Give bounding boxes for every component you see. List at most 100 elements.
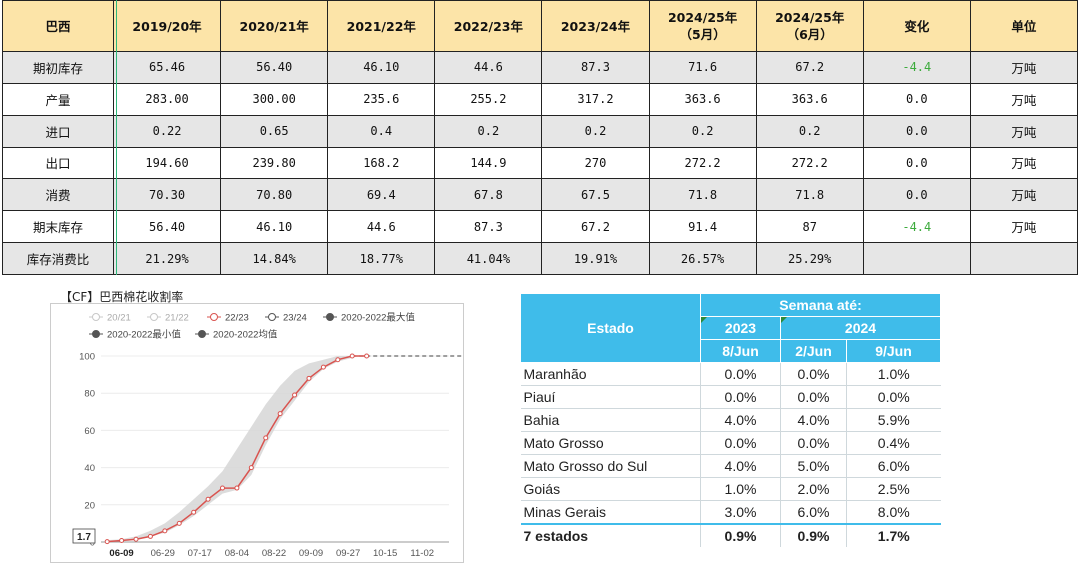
- legend-label: 23/24: [283, 313, 307, 324]
- balance-cell: 0.2: [648, 114, 757, 148]
- balance-cell: 19.91%: [541, 242, 650, 275]
- balance-cell: 270: [541, 146, 650, 180]
- balance-cell: 万吨: [969, 82, 1079, 116]
- x-tick-label: 09-09: [299, 548, 323, 559]
- balance-cell: 0.0: [862, 146, 971, 180]
- balance-cell: 168.2: [327, 146, 436, 180]
- series-point: [191, 509, 197, 515]
- date-header: 9/Jun: [846, 339, 941, 363]
- balance-cell: 0.65: [220, 114, 329, 148]
- estado-value: 4.0%: [700, 454, 781, 478]
- balance-cell: 0.0: [862, 82, 971, 116]
- balance-cell: 283.00: [112, 82, 222, 116]
- row-label: 出口: [2, 146, 114, 180]
- balance-cell: 363.6: [755, 82, 864, 116]
- estado-value: 0.0%: [700, 385, 781, 409]
- column-divider-line: [116, 0, 117, 275]
- balance-cell: 194.60: [112, 146, 222, 180]
- series-point: [205, 496, 211, 502]
- balance-cell: 272.2: [648, 146, 757, 180]
- header-cell: 变化: [862, 0, 971, 52]
- row-label: 期初库存: [2, 51, 114, 84]
- estado-value: 1.0%: [846, 362, 941, 386]
- x-tick-label: 06-09: [109, 548, 133, 559]
- legend-marker: [326, 313, 334, 321]
- estado-name: Piauí: [520, 385, 701, 409]
- semana-header: Semana até:: [700, 293, 941, 317]
- estado-value: 0.0%: [846, 385, 941, 409]
- balance-cell: 46.10: [220, 210, 329, 244]
- estado-value: 8.0%: [846, 500, 941, 524]
- balance-row: 库存消费比 21.29% 14.84% 18.77% 41.04% 19.91% 26.57…: [2, 242, 1079, 275]
- balance-cell: 56.40: [112, 210, 222, 244]
- estado-value: 4.0%: [780, 408, 847, 432]
- balance-cell: 91.4: [648, 210, 757, 244]
- chart-title: 【CF】巴西棉花收割率: [60, 290, 184, 304]
- balance-cell: 0.0: [862, 114, 971, 148]
- balance-cell: -4.4: [862, 210, 971, 244]
- row-label: 产量: [2, 82, 114, 116]
- estado-name: Maranhão: [520, 362, 701, 386]
- balance-cell: 21.29%: [112, 242, 222, 275]
- x-tick-label: 09-27: [336, 548, 360, 559]
- y-tick-label: 40: [84, 463, 95, 474]
- balance-cell: 67.2: [755, 51, 864, 84]
- balance-cell: 87: [755, 210, 864, 244]
- y-tick-label: 60: [84, 426, 95, 437]
- balance-row: 消费 70.30 70.80 69.4 67.8 67.5 71.8 71.8 0.0 万吨: [2, 178, 1079, 212]
- estado-value: 0.9%: [700, 523, 781, 547]
- series-point: [176, 520, 182, 526]
- y-tick-label: 20: [84, 500, 95, 511]
- legend-label: 22/23: [225, 313, 249, 324]
- row-label: 期末库存: [2, 210, 114, 244]
- balance-cell: 56.40: [220, 51, 329, 84]
- estado-name: Mato Grosso: [520, 431, 701, 455]
- legend-marker: [150, 313, 158, 321]
- header-cell: 2023/24年: [541, 0, 650, 52]
- estados-body: Maranhão 0.0% 0.0% 1.0% Piauí 0.0% 0.0% 0.0% Bah…: [520, 362, 941, 547]
- header-cell: 2019/20年: [112, 0, 222, 52]
- series-point: [234, 485, 240, 491]
- legend-marker: [198, 330, 206, 338]
- series-point: [248, 465, 254, 471]
- balance-cell: 70.30: [112, 178, 222, 212]
- row-label: 库存消费比: [2, 242, 114, 275]
- series-point: [320, 364, 326, 370]
- balance-cell: [969, 242, 1079, 275]
- header-cell: 2022/23年: [434, 0, 543, 52]
- legend-label: 2020-2022最大值: [341, 312, 415, 324]
- legend-marker: [268, 313, 276, 321]
- estado-name: Bahia: [520, 408, 701, 432]
- balance-cell: 26.57%: [648, 242, 757, 275]
- balance-cell: 317.2: [541, 82, 650, 116]
- balance-cell: 0.2: [434, 114, 543, 148]
- estado-value: 5.9%: [846, 408, 941, 432]
- estado-value: 2.0%: [780, 477, 847, 501]
- balance-cell: 0.4: [327, 114, 436, 148]
- estado-row: Piauí 0.0% 0.0% 0.0%: [520, 385, 941, 409]
- balance-cell: 18.77%: [327, 242, 436, 275]
- legend-label: 2020-2022最小值: [107, 329, 181, 341]
- legend-label: 21/22: [165, 313, 189, 324]
- legend-label: 2020-2022均值: [213, 329, 278, 341]
- series-point: [104, 539, 110, 545]
- estado-name: Goiás: [520, 477, 701, 501]
- series-point: [162, 528, 168, 534]
- x-tick-label: 06-29: [151, 548, 175, 559]
- estado-value: 6.0%: [780, 500, 847, 524]
- estado-row: Goiás 1.0% 2.0% 2.5%: [520, 477, 941, 501]
- balance-cell: 69.4: [327, 178, 436, 212]
- estado-value: 0.0%: [780, 431, 847, 455]
- balance-cell: 14.84%: [220, 242, 329, 275]
- series-point: [277, 411, 283, 417]
- header-cell: 2024/25年 （5月）: [648, 0, 757, 52]
- highlight-label: 1.7: [77, 532, 91, 543]
- min-max-band: [107, 356, 353, 542]
- estado-name: 7 estados: [520, 523, 701, 547]
- balance-row: 产量 283.00 300.00 235.6 255.2 317.2 363.6 363.6 0…: [2, 82, 1079, 116]
- header-cell: 2024/25年 （6月）: [755, 0, 864, 52]
- series-line: [107, 355, 367, 543]
- series-point: [119, 538, 125, 544]
- series-point: [219, 485, 225, 491]
- estado-value: 2.5%: [846, 477, 941, 501]
